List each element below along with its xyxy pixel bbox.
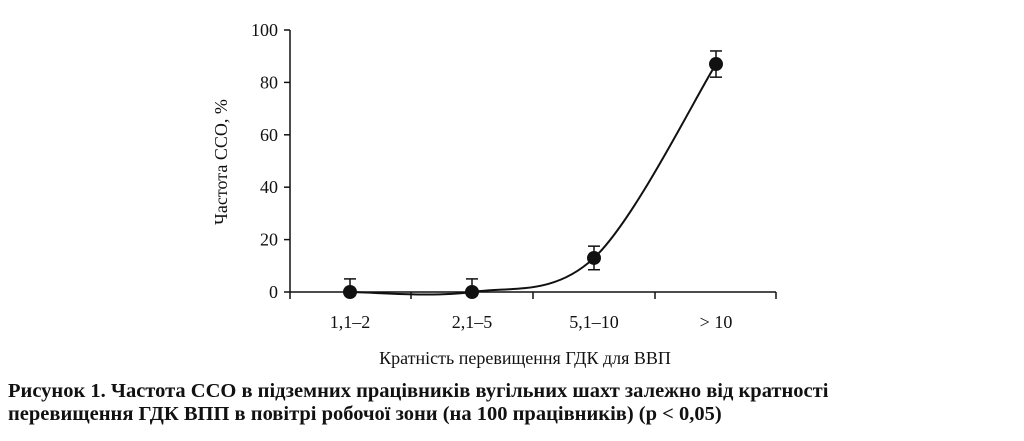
x-axis: 1,1–2 2,1–5 5,1–10 > 10 bbox=[289, 291, 777, 332]
x-tick-label: 1,1–2 bbox=[330, 312, 371, 332]
chart-area: 0 20 40 60 80 100 1,1–2 2,1–5 5,1–10 > 10 Кратні… bbox=[211, 20, 777, 368]
data-point bbox=[343, 285, 357, 299]
y-axis-title: Частота ССО, % bbox=[211, 99, 231, 225]
caption-line-2: перевищення ГДК ВПП в повітрі робочої зо… bbox=[8, 403, 722, 425]
caption-line-1: Рисунок 1. Частота ССО в підземних праці… bbox=[8, 380, 829, 402]
x-tick-label: 5,1–10 bbox=[569, 312, 619, 332]
data-point bbox=[587, 250, 601, 265]
y-tick-label: 40 bbox=[260, 177, 278, 197]
x-tick-label: 2,1–5 bbox=[452, 312, 493, 332]
data-point bbox=[465, 285, 479, 299]
series-curve bbox=[349, 63, 717, 296]
y-tick-label: 20 bbox=[260, 230, 278, 250]
x-axis-title: Кратність перевищення ГДК для ВВП bbox=[379, 348, 671, 368]
y-tick-label: 60 bbox=[260, 125, 278, 145]
error-bars bbox=[344, 50, 722, 292]
y-tick-label: 100 bbox=[251, 20, 278, 40]
data-points bbox=[343, 57, 723, 299]
figure-caption: Рисунок 1. Частота ССО в підземних праці… bbox=[8, 380, 1018, 426]
y-tick-label: 0 bbox=[269, 282, 278, 302]
data-point bbox=[709, 57, 723, 72]
y-axis: 0 20 40 60 80 100 bbox=[251, 20, 291, 302]
x-tick-label: > 10 bbox=[700, 312, 733, 332]
y-tick-label: 80 bbox=[260, 72, 278, 92]
